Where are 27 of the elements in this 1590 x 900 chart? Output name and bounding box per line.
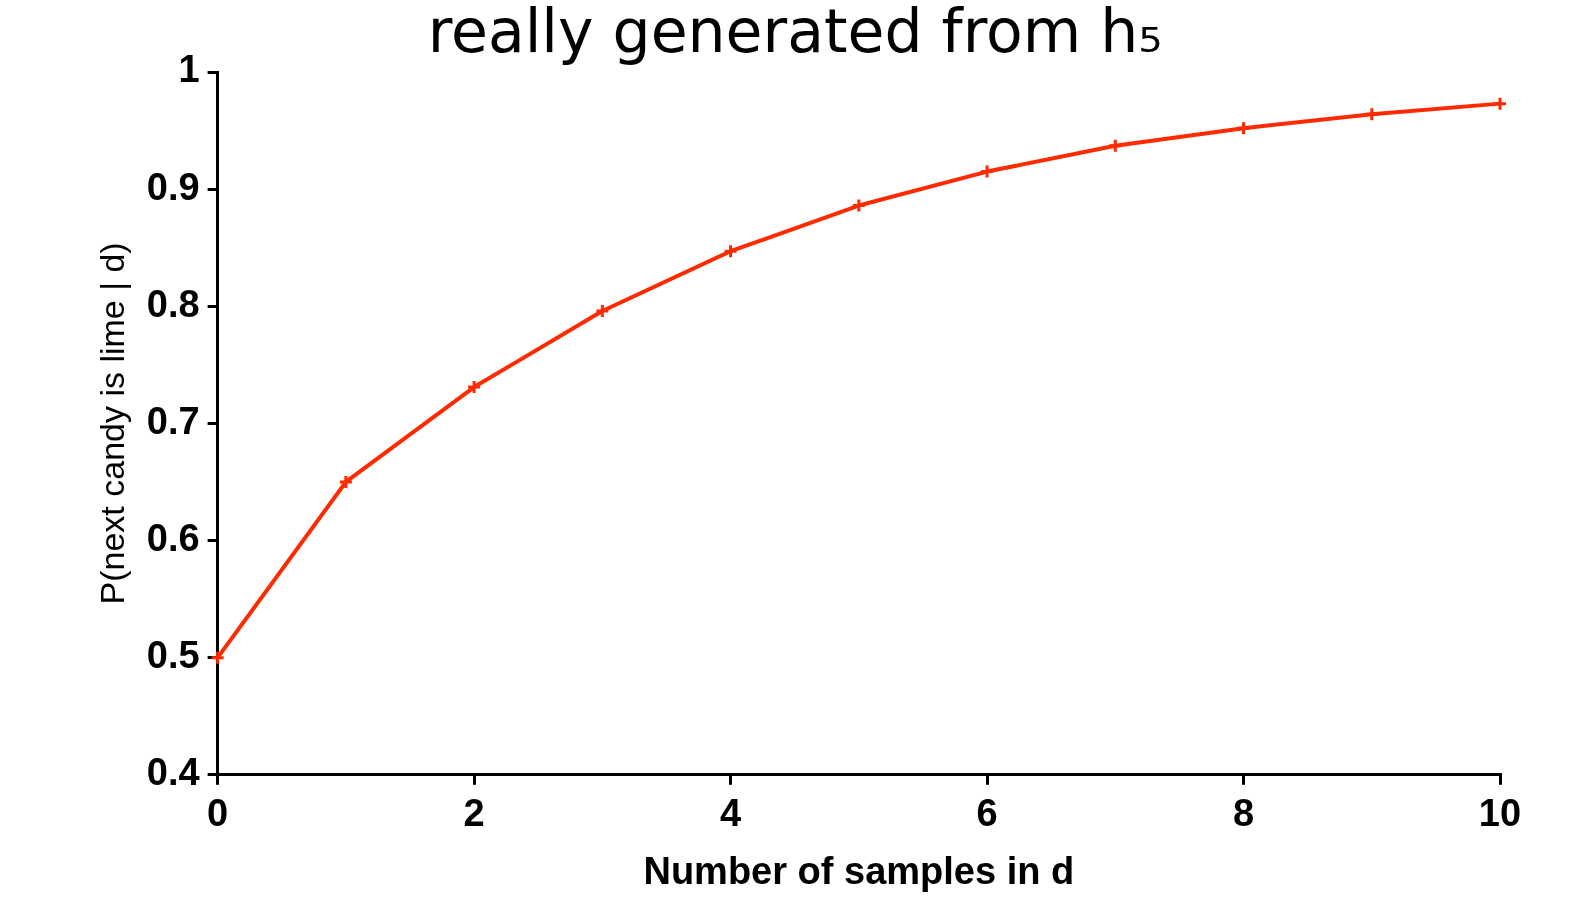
chart-title: really generated from h₅ xyxy=(427,0,1163,66)
y-axis-title: P(next candy is lime | d) xyxy=(92,242,131,605)
x-tick-label: 6 xyxy=(976,792,998,835)
point xyxy=(979,164,995,180)
point xyxy=(723,243,739,259)
y-tick-label: 0.5 xyxy=(146,634,200,677)
y-tick-label: 0.4 xyxy=(146,751,200,794)
point xyxy=(1364,106,1380,122)
y-tick-label: 0.7 xyxy=(146,399,200,442)
point xyxy=(851,198,867,214)
x-tick-label: 4 xyxy=(720,792,742,835)
y-tick-label: 0.9 xyxy=(146,165,200,208)
x-tick-label: 2 xyxy=(463,792,485,835)
point xyxy=(338,474,354,490)
point xyxy=(1107,138,1123,154)
x-axis-title: Number of samples in d xyxy=(643,849,1075,892)
x-tick-label: 8 xyxy=(1232,792,1255,835)
y-tick-label: 0.6 xyxy=(146,517,200,560)
point xyxy=(1492,96,1508,112)
point xyxy=(210,650,226,666)
x-tick-label: 10 xyxy=(1478,792,1522,835)
y-tick-label: 0.8 xyxy=(146,282,200,325)
point xyxy=(466,379,482,395)
y-tick-label: 1 xyxy=(178,48,200,91)
point xyxy=(1236,120,1252,136)
x-tick-label: 0 xyxy=(207,792,229,835)
point xyxy=(594,303,610,319)
